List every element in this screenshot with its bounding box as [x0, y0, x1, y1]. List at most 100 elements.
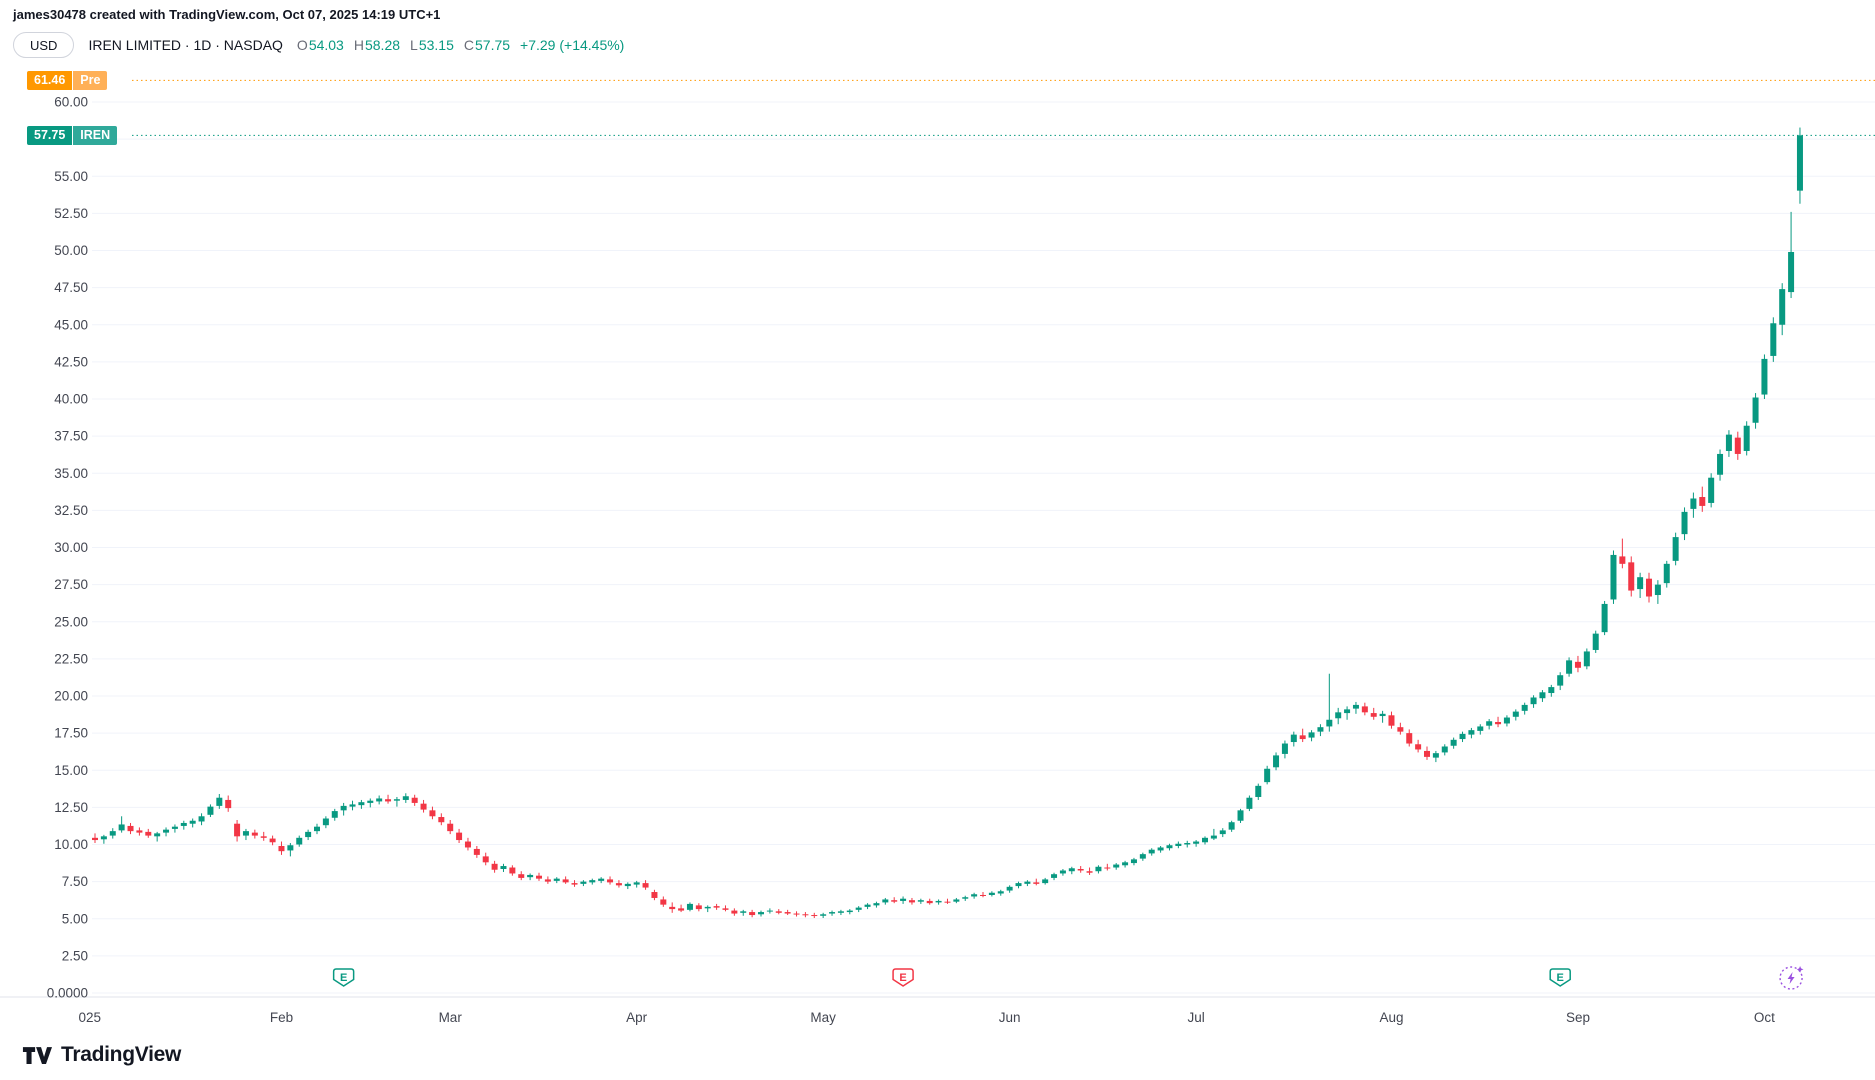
candle	[1130, 857, 1137, 866]
spark-circle-icon	[1779, 966, 1803, 990]
candle-body	[1317, 727, 1324, 732]
candle	[669, 902, 676, 913]
earnings-letter: E	[1557, 972, 1564, 984]
candle	[1024, 880, 1031, 887]
candle-body	[1077, 869, 1084, 871]
candle	[544, 876, 551, 884]
candle	[997, 889, 1004, 896]
candle	[695, 903, 702, 912]
candle-body	[296, 837, 303, 845]
candle	[900, 896, 907, 904]
candle-body	[251, 832, 258, 836]
candle-body	[1015, 883, 1022, 887]
candle	[1725, 430, 1732, 457]
earnings-marker[interactable]: E	[1549, 968, 1571, 987]
y-axis-label: 22.50	[54, 651, 88, 666]
spark-marker[interactable]	[1779, 966, 1804, 990]
currency-button[interactable]: USD	[13, 32, 75, 58]
candle-body	[997, 891, 1004, 894]
candle-body	[1495, 721, 1502, 725]
candle	[1388, 711, 1395, 729]
y-axis-label: 32.50	[54, 503, 88, 518]
x-axis-label: Apr	[626, 1010, 648, 1025]
candle	[411, 794, 418, 806]
close-label: C	[463, 37, 474, 53]
candle	[793, 911, 800, 917]
earnings-marker[interactable]: E	[332, 968, 355, 987]
candle-body	[1299, 735, 1306, 740]
tradingview-logo-icon[interactable]	[22, 1044, 52, 1067]
pre-market-price-badge: 61.46 Pre	[27, 70, 108, 90]
candle	[1379, 710, 1386, 723]
candle	[1717, 449, 1724, 481]
candle	[1059, 869, 1066, 876]
candle	[1637, 572, 1644, 598]
candle	[145, 828, 152, 838]
candle-body	[1441, 746, 1448, 753]
candle-body	[953, 899, 960, 902]
candle	[1548, 684, 1555, 697]
candle	[278, 841, 285, 855]
candle	[216, 794, 223, 809]
earnings-marker[interactable]: E	[892, 968, 914, 987]
candle-body	[562, 879, 569, 883]
candle-body	[660, 899, 667, 905]
candle-body	[1699, 497, 1706, 506]
candle-body	[1717, 453, 1724, 475]
y-axis-label: 10.00	[54, 837, 88, 852]
candle-body	[340, 805, 347, 811]
time-axis[interactable]: 2025 Feb Mar Apr May Jun Jul Aug Sep Oct	[0, 1006, 1875, 1030]
candle-body	[1708, 477, 1715, 503]
candle	[536, 872, 542, 881]
candle	[464, 837, 471, 851]
candle	[846, 909, 853, 915]
y-axis-label: 5.00	[62, 911, 88, 926]
candle	[1610, 550, 1617, 604]
candle	[1796, 127, 1803, 204]
candle-body	[971, 894, 978, 897]
x-axis-label: Jun	[998, 1010, 1021, 1025]
symbol-title[interactable]: IREN LIMITED · 1D · NASDAQ	[88, 37, 283, 53]
chart-area: 0.0000 2.50 5.00 7.50 10.00 12.50 15.00 17.50 20…	[0, 62, 1875, 1030]
candle-body	[1503, 717, 1510, 724]
candle	[92, 833, 98, 844]
candle	[154, 831, 161, 842]
candle-body	[536, 875, 542, 879]
candle-body	[829, 912, 836, 914]
candle	[491, 860, 498, 873]
candle	[118, 816, 125, 833]
y-axis-label: 12.50	[54, 800, 88, 815]
pre-market-tag: Pre	[72, 70, 108, 90]
candle	[855, 906, 862, 913]
candle-body	[367, 800, 374, 803]
candle	[1033, 878, 1040, 886]
candle	[935, 899, 942, 905]
candle	[580, 880, 587, 887]
candle	[882, 897, 889, 905]
candle-body	[1086, 871, 1093, 873]
candle-body	[402, 796, 409, 800]
candle-body	[1432, 753, 1439, 758]
candle	[1273, 752, 1280, 771]
candle	[980, 892, 986, 898]
candle	[571, 880, 578, 887]
y-axis-label: 52.50	[54, 206, 88, 221]
ohlc-values: O 54.03 H 58.28 L 53.15 C 57.75 +7.29 (+14.4…	[297, 37, 624, 53]
candle-body	[1610, 554, 1617, 600]
candle-body	[1228, 822, 1235, 830]
candle-body	[908, 900, 915, 903]
candle-body	[1113, 864, 1120, 868]
candle	[429, 806, 436, 820]
candle-body	[198, 816, 205, 822]
tradingview-logo-text[interactable]: TradingView	[61, 1043, 182, 1066]
candle-body	[1654, 584, 1661, 596]
candle-body	[1725, 434, 1732, 451]
candle	[127, 822, 134, 835]
candle	[615, 880, 622, 888]
candle-body	[864, 904, 871, 907]
candle-body	[544, 879, 551, 882]
chart-canvas[interactable]: 0.0000 2.50 5.00 7.50 10.00 12.50 15.00 17.50 20…	[0, 62, 1875, 1030]
candle-body	[1139, 854, 1146, 859]
candle	[944, 898, 951, 904]
candle	[731, 908, 738, 916]
